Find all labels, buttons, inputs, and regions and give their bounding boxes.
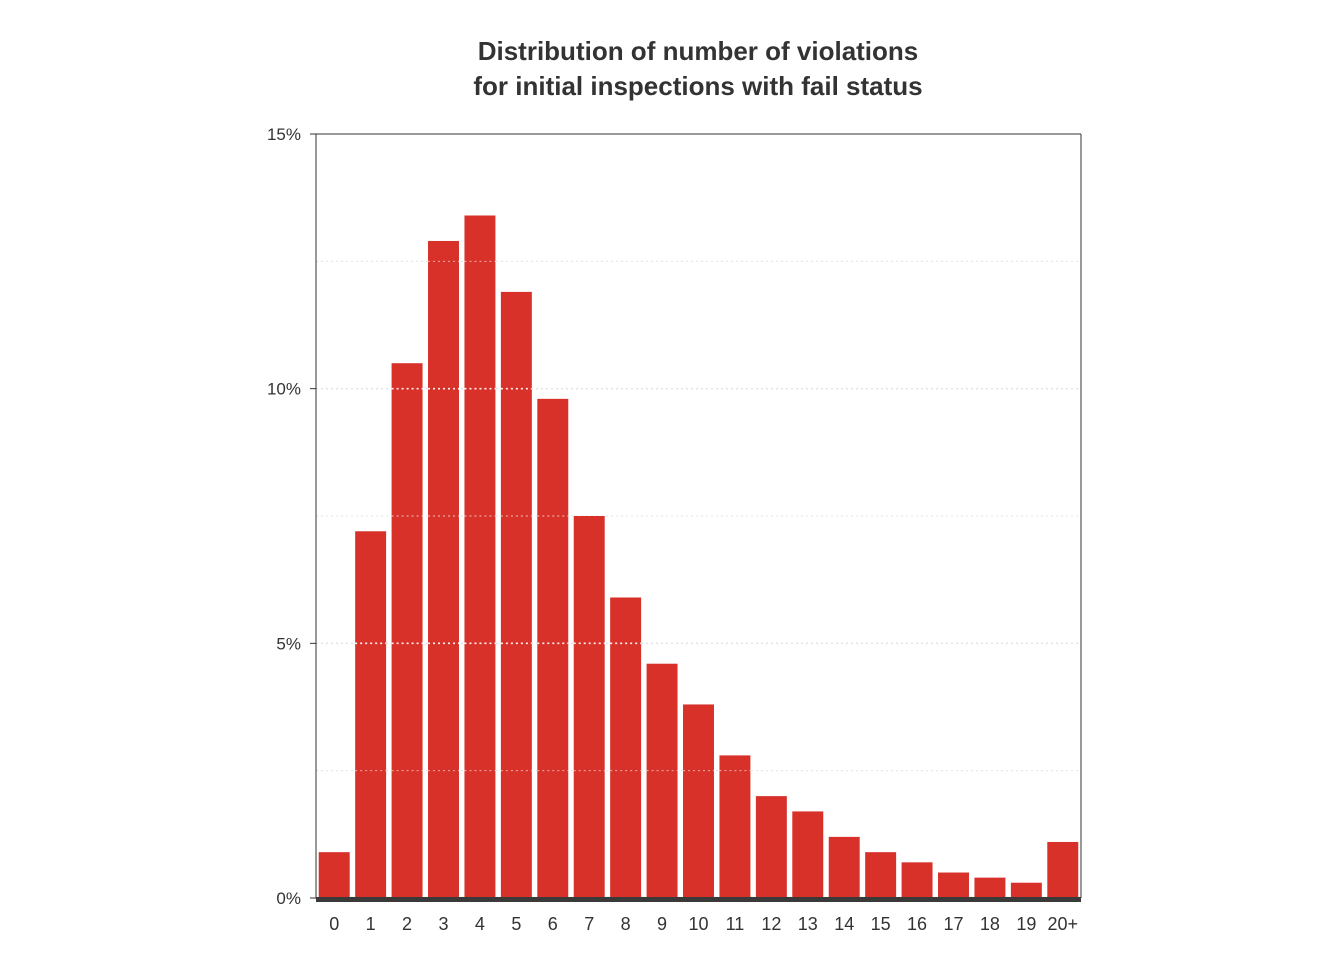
bar-14 — [828, 836, 860, 898]
bar-4 — [464, 215, 496, 899]
x-tick-label: 5 — [511, 914, 521, 934]
chart-title-line-2: for initial inspections with fail status — [473, 71, 922, 101]
bar-3 — [428, 240, 459, 898]
x-tick-label: 8 — [621, 914, 631, 934]
bar-13 — [792, 811, 824, 898]
x-tick-label: 4 — [475, 914, 485, 934]
x-tick-label: 9 — [657, 914, 667, 934]
bar-18 — [974, 877, 1006, 898]
bar-2 — [391, 363, 423, 898]
bar-8 — [610, 597, 642, 898]
bar-12 — [755, 796, 787, 898]
y-tick-label: 15% — [267, 125, 301, 144]
bar-5 — [500, 291, 532, 898]
bar-1 — [355, 531, 387, 898]
x-tick-label: 16 — [907, 914, 927, 934]
x-tick-label: 13 — [798, 914, 818, 934]
x-tick-label: 0 — [329, 914, 339, 934]
x-tick-label: 18 — [980, 914, 1000, 934]
x-tick-label: 10 — [688, 914, 708, 934]
x-tick-label: 11 — [726, 914, 745, 934]
bar-16 — [901, 862, 933, 898]
bar-19 — [1010, 882, 1042, 898]
bar-15 — [865, 852, 897, 898]
x-tick-label: 19 — [1016, 914, 1036, 934]
x-axis-baseline — [316, 897, 1081, 902]
chart-title-line-1: Distribution of number of violations — [478, 36, 919, 66]
x-tick-label: 7 — [584, 914, 594, 934]
y-tick-label: 10% — [267, 380, 301, 399]
x-tick-label: 2 — [402, 914, 412, 934]
bar-0 — [318, 852, 350, 898]
x-tick-label: 20+ — [1048, 914, 1079, 934]
bar-7 — [573, 516, 605, 898]
bar-17 — [938, 872, 969, 898]
bar-20+ — [1047, 841, 1079, 898]
x-tick-label: 3 — [438, 914, 448, 934]
bar-9 — [646, 663, 678, 898]
y-tick-label: 5% — [276, 634, 301, 653]
plot-area: 0%5%10%15%0 1 2 3 4 5 6 7 8 9 10 11 12 13 14 15 16 17 18 19… — [267, 125, 1082, 934]
bar-10 — [683, 704, 714, 898]
y-tick-label: 0% — [276, 889, 301, 908]
x-tick-label: 14 — [834, 914, 854, 934]
x-tick-label: 6 — [548, 914, 558, 934]
x-tick-label: 12 — [761, 914, 781, 934]
bar-6 — [537, 398, 569, 898]
x-tick-label: 1 — [366, 914, 376, 934]
bar-11 — [719, 755, 751, 898]
x-tick-label: 15 — [871, 914, 891, 934]
x-tick-label: 17 — [943, 914, 963, 934]
